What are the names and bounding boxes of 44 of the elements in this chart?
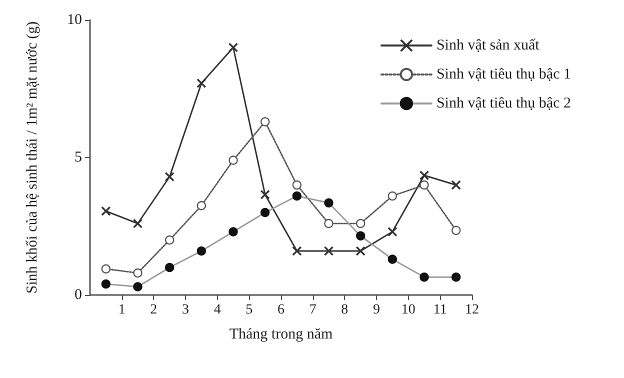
point: [260, 117, 270, 126]
y-axis-title: Sinh khối của hệ sinh thái / 1m² mặt nước (g): [24, 21, 40, 294]
point: [356, 246, 366, 256]
point: [164, 235, 174, 245]
point: [324, 218, 334, 228]
x-tick-label: 5: [246, 302, 253, 318]
point: [260, 190, 270, 200]
point: [388, 226, 398, 237]
y-tick-label: 0: [74, 287, 82, 303]
point: [324, 246, 334, 256]
x-tick-label: 7: [309, 302, 316, 318]
x-tick-label: 11: [433, 302, 447, 318]
x-tick-label: 9: [373, 302, 380, 318]
x-tick-label: 10: [401, 302, 416, 318]
point: [451, 226, 461, 235]
legend-label: Sinh vật sản xuất: [436, 38, 540, 54]
x-tick-label: 3: [182, 302, 189, 318]
point: [292, 246, 302, 256]
point: [196, 78, 206, 88]
legend-label: Sinh vật tiêu thụ bậc 1: [436, 66, 571, 82]
x-axis-title: Tháng trong năm: [229, 326, 333, 342]
point: [101, 206, 111, 216]
point: [132, 218, 143, 228]
point: [228, 156, 238, 165]
point: [228, 42, 238, 52]
x-tick-label: 1: [118, 302, 126, 318]
point: [420, 180, 429, 190]
point: [419, 170, 430, 180]
point: [451, 180, 461, 190]
y-tick-label: 10: [67, 12, 82, 28]
x-tick-label: 4: [214, 302, 221, 318]
point: [101, 264, 111, 274]
x-tick-label: 2: [150, 302, 158, 318]
x-tick-label: 12: [465, 302, 479, 318]
y-tick-label: 5: [74, 150, 82, 166]
point: [356, 218, 366, 228]
point: [388, 191, 398, 201]
x-tick-label: 6: [278, 302, 284, 318]
point: [164, 172, 174, 182]
point: [196, 201, 206, 210]
legend-label: Sinh vật tiêu thụ bậc 2: [436, 96, 571, 112]
point: [292, 180, 302, 190]
point: [133, 268, 142, 278]
x-tick-label: 8: [341, 302, 348, 318]
